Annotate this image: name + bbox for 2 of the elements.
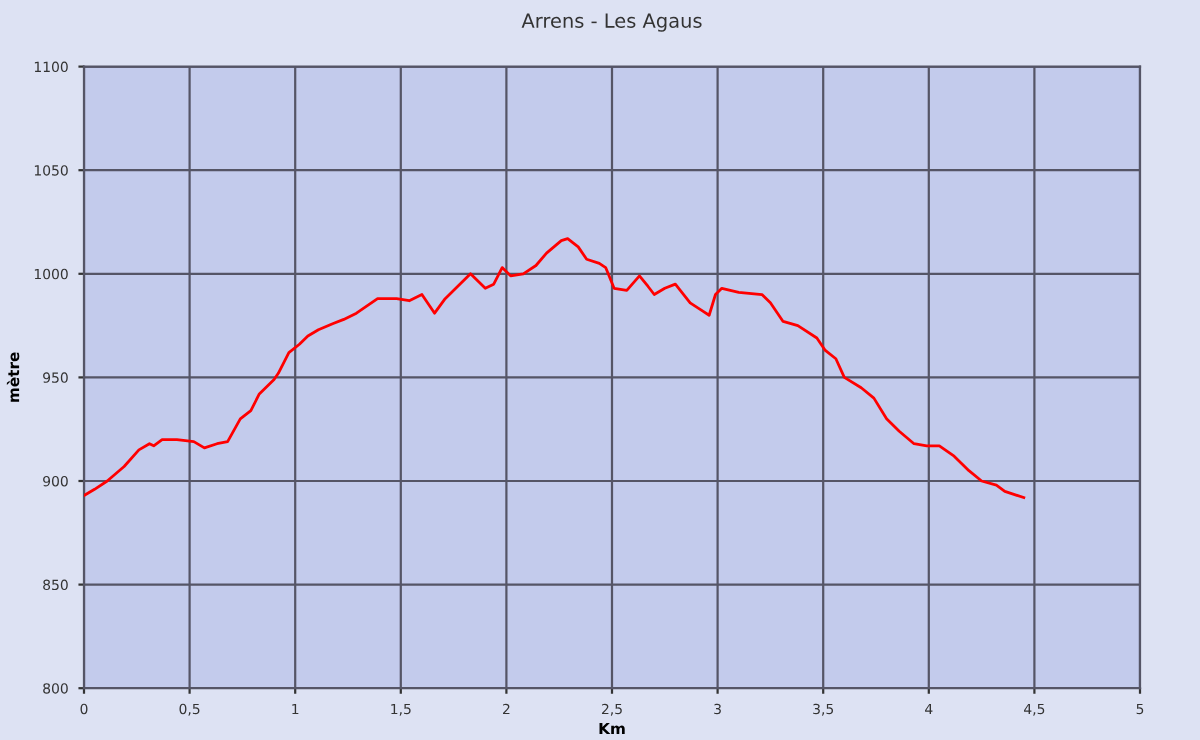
chart-title: Arrens - Les Agaus: [521, 13, 702, 32]
line-series: [84, 237, 1026, 499]
